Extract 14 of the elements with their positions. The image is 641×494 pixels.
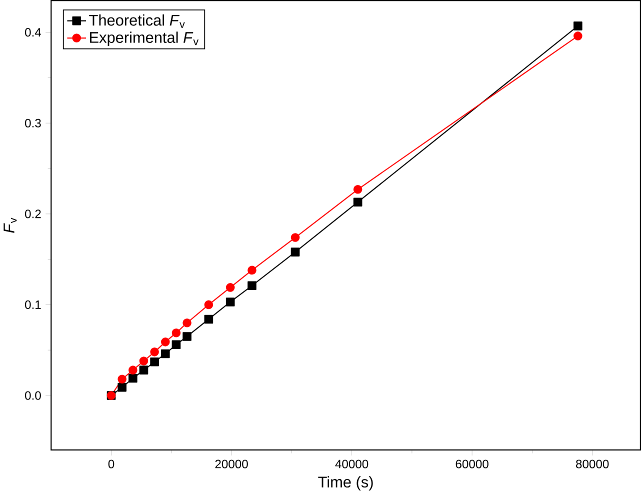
y-tick-label: 0.0 (25, 391, 41, 400)
x-tick-label: 80000 (576, 460, 609, 468)
y-tick-label: 0.1 (25, 300, 41, 309)
y-tick-label: 0.2 (25, 210, 41, 218)
legend-label: Experimental F$_{v}$ (90, 32, 199, 46)
x-tick-label: 60000 (456, 460, 488, 468)
y-tick-label: 0.3 (25, 118, 41, 128)
x-tick-label: 20000 (215, 460, 248, 468)
y-axis-title: F$_{v}$ (4, 218, 17, 233)
x-axis-title: Time (s) (318, 476, 373, 490)
x-tick-label: 40000 (335, 460, 368, 468)
x-tick-label: 0 (108, 460, 114, 468)
y-tick-label: 0.4 (25, 28, 42, 37)
legend-label: Theoretical F$_{v}$ (89, 14, 185, 28)
